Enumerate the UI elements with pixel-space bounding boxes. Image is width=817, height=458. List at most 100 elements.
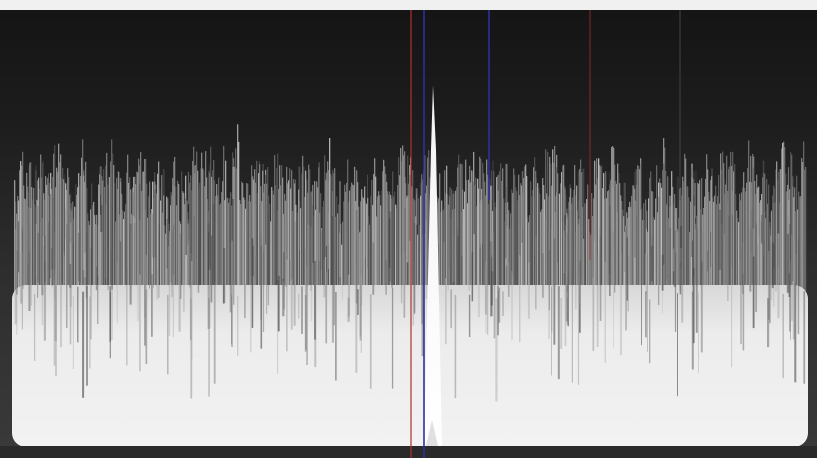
noise-column (252, 176, 254, 300)
noise-column (588, 219, 590, 300)
noise-streak (658, 196, 660, 306)
noise-column (109, 177, 111, 300)
noise-column (426, 185, 428, 300)
noise-column (795, 211, 797, 300)
noise-column (650, 171, 652, 300)
noise-column (57, 172, 59, 300)
noise-column (633, 185, 635, 300)
noise-streak (681, 218, 684, 323)
noise-column (776, 161, 778, 300)
noise-column (721, 170, 723, 300)
noise-column (19, 170, 21, 300)
noise-column (158, 161, 160, 300)
noise-column (670, 195, 672, 300)
noise-streak (54, 231, 56, 300)
noise-column (760, 200, 762, 300)
noise-column (709, 200, 711, 300)
noise-column (91, 183, 93, 300)
noise-streak (452, 194, 455, 235)
noise-column (223, 145, 225, 300)
noise-column (415, 216, 417, 300)
noise-column (734, 164, 736, 300)
noise-column (525, 164, 527, 300)
noise-column (65, 183, 67, 300)
noise-column (355, 201, 357, 300)
noise-column (523, 178, 525, 300)
noise-column (707, 169, 709, 300)
noise-streak (307, 224, 310, 286)
noise-streak (578, 218, 581, 305)
noise-streak (107, 246, 109, 291)
noise-streak (789, 223, 791, 332)
noise-column (197, 170, 199, 300)
noise-column (533, 167, 535, 300)
noise-column (510, 213, 512, 300)
noise-column (196, 151, 198, 300)
noise-streak (560, 297, 563, 349)
noise-column (168, 223, 170, 300)
bottom-band (0, 446, 817, 458)
noise-streak (170, 192, 172, 283)
noise-column (302, 155, 304, 300)
noise-column (643, 203, 645, 300)
noise-column (182, 191, 184, 300)
noise-column (40, 154, 42, 300)
noise-streak (328, 170, 331, 269)
noise-streak (293, 221, 296, 326)
noise-column (108, 177, 110, 300)
noise-column (105, 165, 107, 300)
noise-column (684, 153, 686, 300)
noise-column (581, 172, 583, 300)
noise-streak (250, 275, 252, 353)
noise-streak (223, 248, 226, 304)
noise-column (604, 198, 606, 300)
noise-streak (691, 291, 694, 370)
noise-streak (669, 206, 671, 228)
noise-column (780, 169, 782, 300)
noise-column (118, 171, 120, 300)
noise-column (350, 186, 352, 300)
noise-column (552, 149, 554, 300)
noise-streak (485, 261, 487, 333)
noise-column (33, 188, 35, 300)
noise-column (191, 190, 193, 300)
noise-streak (22, 190, 24, 232)
noise-streak (50, 248, 53, 270)
noise-column (327, 161, 329, 300)
noise-floor (12, 285, 808, 447)
noise-streak (619, 252, 623, 356)
noise-column (486, 159, 488, 300)
noise-column (335, 216, 337, 300)
noise-column (527, 216, 529, 300)
noise-column (477, 178, 479, 300)
noise-column (705, 178, 707, 300)
noise-column (564, 185, 566, 300)
noise-streak (614, 186, 616, 293)
noise-column (453, 191, 455, 300)
noise-column (212, 170, 214, 300)
noise-column (732, 151, 734, 300)
noise-streak (694, 183, 696, 218)
noise-streak (207, 223, 210, 329)
noise-streak (314, 260, 316, 340)
noise-column (628, 207, 630, 300)
noise-column (71, 211, 73, 300)
noise-column (745, 191, 747, 300)
noise-streak (44, 261, 46, 282)
noise-column (274, 155, 276, 300)
noise-column (315, 209, 317, 300)
noise-column (556, 154, 558, 300)
noise-streak (662, 273, 663, 314)
noise-column (208, 170, 210, 300)
noise-streak (786, 233, 789, 293)
noise-column (617, 163, 619, 300)
noise-column (50, 172, 52, 300)
noise-column (417, 234, 419, 300)
noise-streak (156, 269, 158, 300)
noise-column (702, 214, 704, 300)
noise-streak (251, 238, 254, 328)
noise-column (616, 183, 618, 300)
noise-column (482, 162, 484, 300)
noise-column (448, 205, 450, 300)
noise-column (522, 171, 524, 300)
